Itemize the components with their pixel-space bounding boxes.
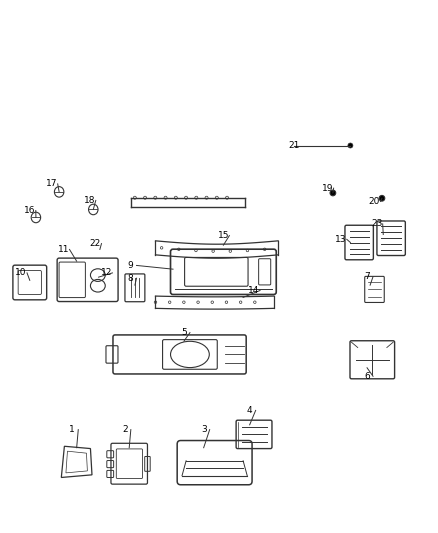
Text: 19: 19 <box>322 184 333 192</box>
Text: 14: 14 <box>248 286 260 295</box>
Text: 5: 5 <box>181 328 187 337</box>
Text: 12: 12 <box>101 269 112 277</box>
Text: 23: 23 <box>371 220 382 228</box>
Text: 15: 15 <box>218 231 229 240</box>
Text: 18: 18 <box>84 196 95 205</box>
Text: 17: 17 <box>46 180 57 188</box>
Text: 11: 11 <box>58 245 69 254</box>
Text: 21: 21 <box>289 141 300 150</box>
Text: 20: 20 <box>369 197 380 206</box>
Text: 1: 1 <box>69 425 75 434</box>
Text: 9: 9 <box>127 261 134 270</box>
Ellipse shape <box>330 190 336 196</box>
Text: 10: 10 <box>15 269 27 277</box>
Text: 16: 16 <box>24 206 35 215</box>
Ellipse shape <box>379 196 385 201</box>
Text: 3: 3 <box>201 425 207 434</box>
Ellipse shape <box>348 143 353 148</box>
Text: 8: 8 <box>127 274 134 282</box>
Text: 2: 2 <box>122 425 127 434</box>
Text: 22: 22 <box>90 239 101 248</box>
Text: 6: 6 <box>364 372 370 381</box>
Text: 13: 13 <box>335 235 346 244</box>
Text: 7: 7 <box>364 272 370 281</box>
Text: 4: 4 <box>247 406 252 415</box>
